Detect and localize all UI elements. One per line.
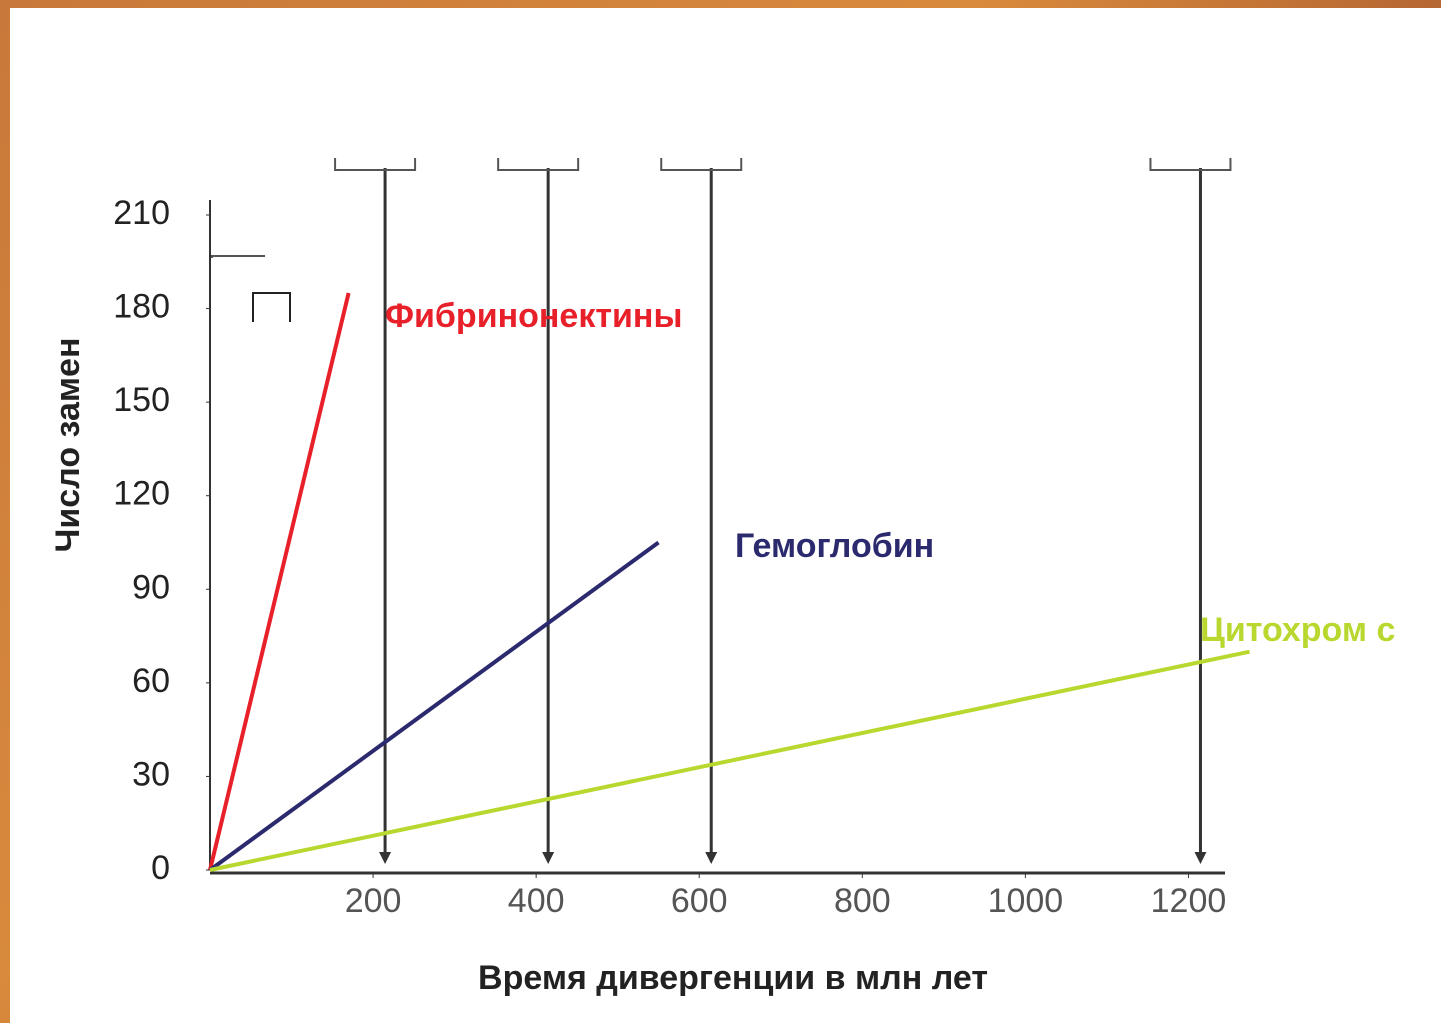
y-axis-label: Число замен bbox=[49, 337, 87, 552]
x-tick-label: 200 bbox=[345, 882, 402, 920]
series-label: Гемоглобин bbox=[735, 527, 934, 565]
x-tick-label: 400 bbox=[508, 882, 565, 920]
y-tick-label: 0 bbox=[151, 849, 170, 887]
x-axis-label: Время дивергенции в млн лет bbox=[478, 959, 988, 997]
y-tick-label: 210 bbox=[113, 194, 170, 232]
y-tick-label: 90 bbox=[132, 568, 170, 606]
y-tick-label: 30 bbox=[132, 755, 170, 793]
x-tick-label: 600 bbox=[671, 882, 728, 920]
y-tick-label: 120 bbox=[113, 475, 170, 513]
y-tick-label: 180 bbox=[113, 288, 170, 326]
y-tick-label: 60 bbox=[132, 662, 170, 700]
series-label: Цитохром с bbox=[1200, 611, 1395, 649]
y-tick-label: 150 bbox=[113, 381, 170, 419]
panel bbox=[10, 8, 1441, 1023]
x-tick-label: 800 bbox=[834, 882, 891, 920]
series-label: Фибринонектины bbox=[385, 297, 682, 335]
chart: Число замен Время дивергенции в млн лет … bbox=[0, 0, 1441, 1023]
x-tick-label: 1200 bbox=[1151, 882, 1227, 920]
x-tick-label: 1000 bbox=[988, 882, 1064, 920]
page: {"chart_data": {"type": "line", "y_label… bbox=[0, 0, 1441, 1023]
